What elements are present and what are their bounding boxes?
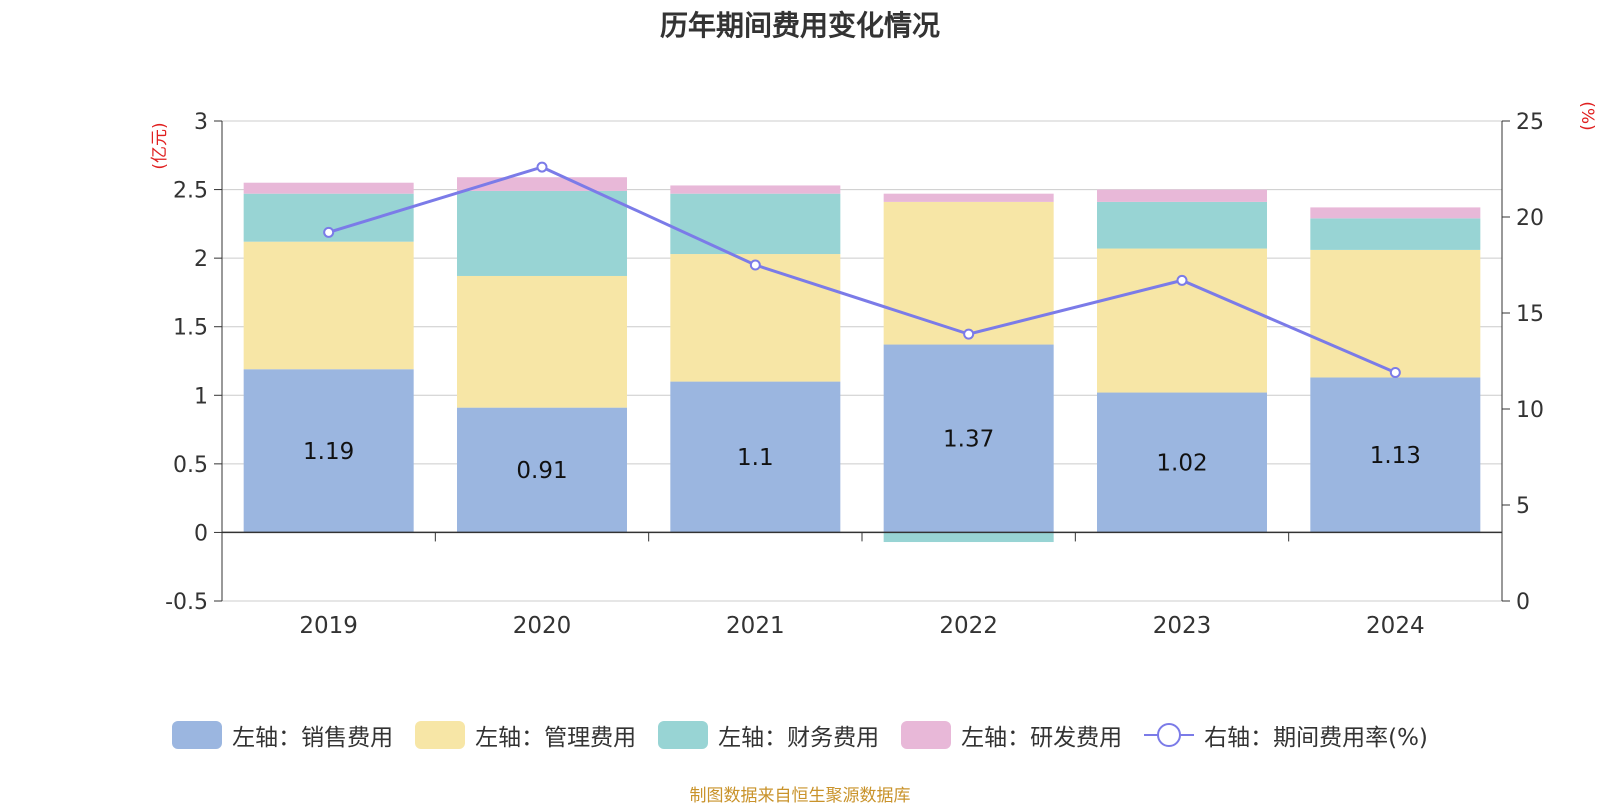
bar-segment: [243, 182, 414, 194]
bar-segment: [670, 193, 841, 255]
bar-segment: [883, 344, 1054, 533]
right-axis-tick-label: 0: [1516, 590, 1530, 615]
x-axis-tick-label: 2021: [726, 613, 785, 639]
legend-item-finance[interactable]: 左轴：财务费用: [658, 718, 879, 752]
bar-data-label: 0.91: [516, 458, 567, 484]
left-axis-tick-label: 2.5: [173, 179, 208, 204]
legend-swatch-finance: [658, 721, 709, 749]
rate-point: [1176, 274, 1188, 286]
bar-data-label: 1.02: [1156, 450, 1207, 476]
rate-point: [536, 161, 548, 173]
legend-item-sales[interactable]: 左轴：销售费用: [172, 718, 393, 752]
gridlines: [222, 120, 1502, 602]
left-axis-tick-label: 3: [194, 110, 208, 135]
bar-segment: [1097, 392, 1267, 533]
x-axis-tick-label: 2020: [513, 613, 572, 639]
bar-segment: [1310, 207, 1481, 219]
left-axis-tick-label: 0.5: [173, 453, 208, 478]
bar-segment: [670, 381, 841, 533]
bar-segment: [243, 369, 414, 533]
rate-point: [749, 259, 761, 271]
bar-segment: [1310, 218, 1481, 250]
right-axis-tick-label: 15: [1516, 302, 1544, 327]
data-source-note: 制图数据来自恒生聚源数据库: [689, 786, 911, 806]
legend-swatch-rate: [1144, 721, 1195, 749]
legend-label-sales: 左轴：销售费用: [232, 725, 394, 751]
right-axis-tick-label: 5: [1516, 494, 1530, 519]
bar-segment: [457, 275, 627, 408]
x-axis-tick-label: 2023: [1153, 613, 1212, 639]
chart-title: 历年期间费用变化情况: [659, 9, 940, 42]
bar-segment: [670, 254, 841, 382]
right-axis-tick-label: 25: [1516, 110, 1544, 135]
bar-segment: [670, 185, 841, 194]
axes: -0.5 0 0.5 1 1.5 2 2.5 3 0 5 10 15 20 25 2019 2020 2021 2…: [165, 110, 1544, 639]
bar-segment: [1097, 189, 1267, 202]
legend-swatch-admin: [415, 721, 466, 749]
bar-segment: [883, 201, 1054, 345]
bar-segment: [883, 193, 1054, 202]
left-axis-tick-label: 0: [194, 521, 208, 546]
legend-item-rnd[interactable]: 左轴：研发费用: [901, 718, 1122, 752]
right-axis-tick-label: 20: [1516, 206, 1544, 231]
rate-point: [1389, 367, 1401, 379]
right-axis-unit: (%): [1577, 101, 1597, 130]
bar-segment: [243, 241, 414, 370]
left-axis-tick-label: 2: [194, 247, 208, 272]
left-axis-tick-label: -0.5: [165, 590, 208, 615]
left-axis-unit: (亿元): [150, 122, 170, 169]
rate-line-series: [323, 161, 1401, 379]
legend-item-rate[interactable]: 右轴：期间费用率(%): [1144, 718, 1428, 752]
rate-point: [323, 226, 335, 238]
x-axis-tick-label: 2024: [1366, 613, 1425, 639]
legend: 左轴：销售费用 左轴：管理费用 左轴：财务费用 左轴：研发费用 右轴：期间费用率…: [0, 718, 1600, 752]
legend-swatch-rnd: [901, 721, 952, 749]
bar-segment: [883, 532, 1054, 543]
x-axis-tick-label: 2022: [939, 613, 998, 639]
x-axis-tick-label: 2019: [299, 613, 358, 639]
bar-data-label: 1.37: [943, 426, 994, 452]
legend-swatch-sales: [172, 721, 223, 749]
bar-segment: [457, 190, 627, 276]
legend-label-finance: 左轴：财务费用: [718, 725, 880, 751]
rate-point: [963, 328, 975, 340]
bar-data-label: 1.13: [1370, 443, 1421, 469]
bar-segment: [1310, 249, 1481, 378]
bar-series: 1.19 0.91 1.1 1.37 1.02 1.13: [243, 177, 1481, 543]
legend-item-admin[interactable]: 左轴：管理费用: [415, 718, 636, 752]
right-axis-tick-label: 10: [1516, 398, 1544, 423]
bar-data-label: 1.19: [303, 439, 354, 465]
bar-data-label: 1.1: [737, 445, 774, 471]
legend-label-rate: 右轴：期间费用率(%): [1204, 725, 1428, 751]
left-axis-tick-label: 1.5: [173, 316, 208, 341]
legend-label-admin: 左轴：管理费用: [475, 725, 637, 751]
bar-segment: [457, 407, 627, 533]
rate-line: [328, 165, 1396, 374]
bar-segment: [1097, 248, 1267, 393]
bar-segment: [1310, 377, 1481, 533]
legend-label-rnd: 左轴：研发费用: [961, 725, 1123, 751]
bar-segment: [1097, 201, 1267, 249]
left-axis-tick-label: 1: [194, 384, 208, 409]
